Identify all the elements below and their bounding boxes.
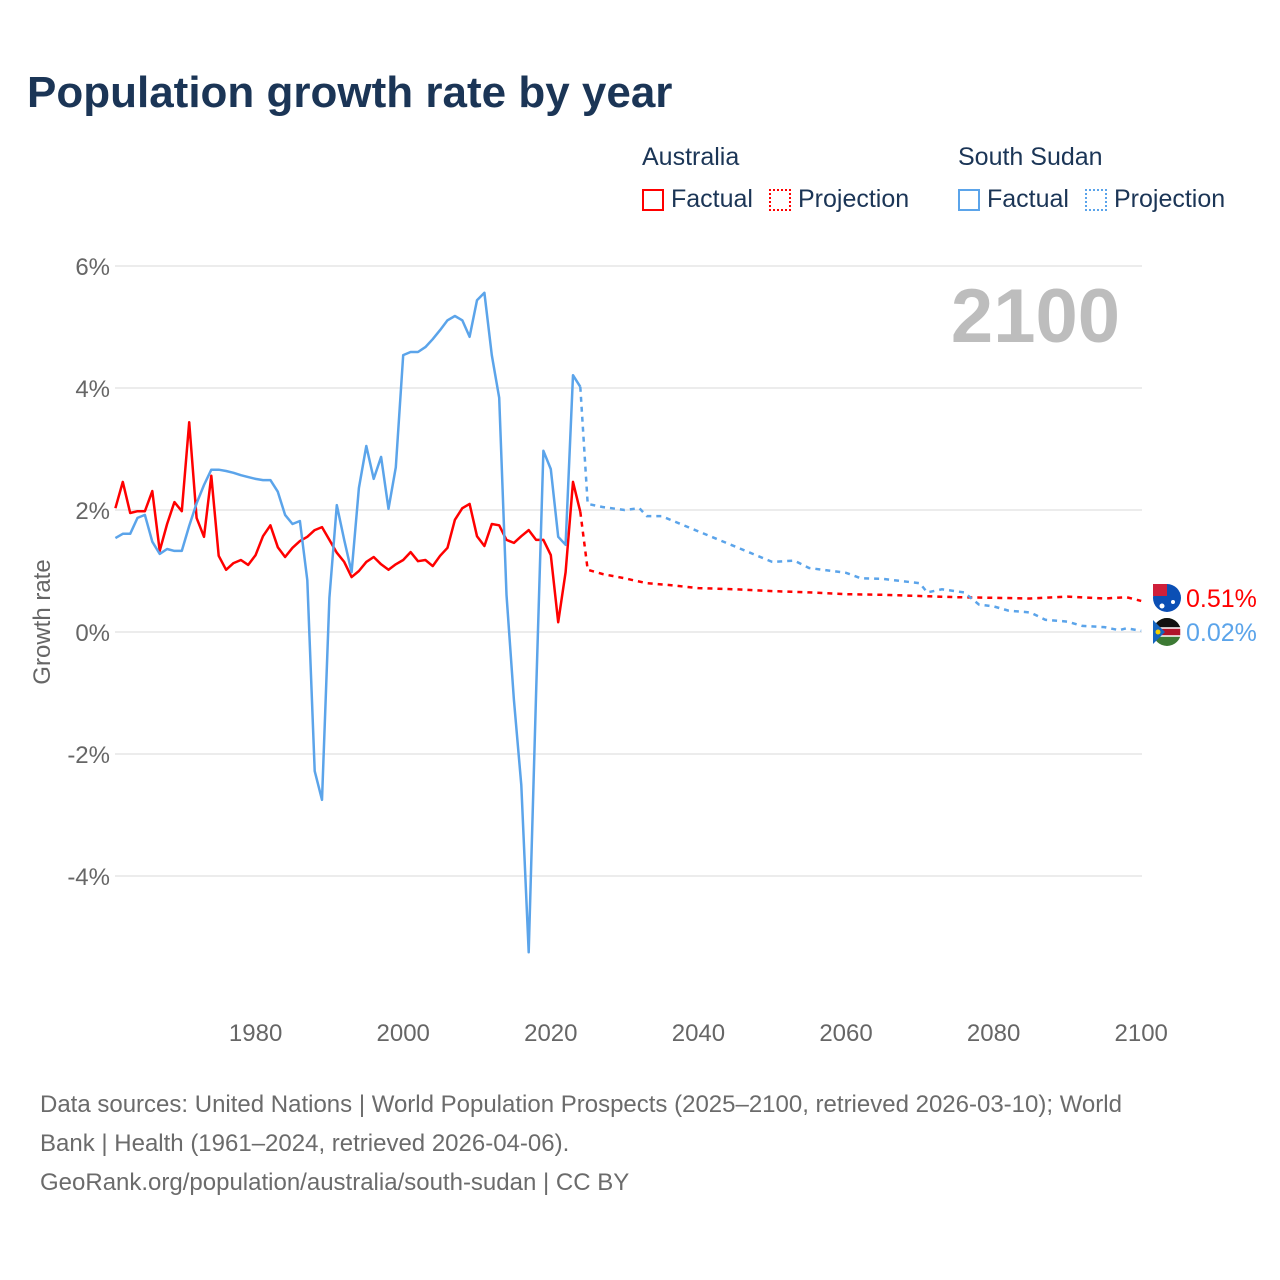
legend-label: Projection [1113,185,1226,213]
line-australia-factual [114,420,582,624]
sources-line-2: Bank | Health (1961–2024, retrieved 2026… [40,1130,570,1157]
end-value-label-south-sudan: 0.02% [1186,619,1257,647]
year-label: 2100 [951,274,1120,359]
footer-sources: Data sources: United Nations | World Pop… [40,1085,1240,1202]
flag-star-icon [1155,629,1161,635]
legend-australia: Factual Projection [642,185,925,214]
x-tick-label: 1980 [229,1020,282,1047]
x-tick-label: 2100 [1115,1020,1168,1047]
y-axis-label: Growth rate [29,559,56,684]
y-tick-label: -2% [67,742,110,769]
chart-title: Population growth rate by year [27,68,673,117]
y-tick-label: -4% [67,864,110,891]
y-tick-label: 6% [75,254,110,281]
legend-label: Factual [671,185,753,213]
legend-group-south-sudan: South Sudan [958,143,1103,171]
legend-swatch-dotted [1084,188,1107,211]
flag-star-icon [1171,600,1175,604]
legend-item-australia-factual[interactable]: Factual [642,185,753,214]
legend-swatch-solid [642,188,664,211]
flag-star-icon [1159,603,1165,609]
legend-item-south-sudan-factual[interactable]: Factual [958,185,1069,214]
line-south-sudan-factual [114,291,582,954]
legend-swatch-dotted [768,188,791,211]
line-australia-projection [579,511,1142,603]
legend-item-australia-projection[interactable]: Projection [768,185,910,214]
y-tick-label: 2% [75,498,110,525]
x-tick-label: 2020 [524,1020,577,1047]
legend-south-sudan: Factual Projection [958,185,1241,214]
legend-label: Factual [987,185,1069,213]
sources-line-1: Data sources: United Nations | World Pop… [40,1091,1122,1118]
attribution[interactable]: GeoRank.org/population/australia/south-s… [40,1169,630,1196]
x-tick-label: 2080 [967,1020,1020,1047]
legend-item-south-sudan-projection[interactable]: Projection [1084,185,1226,214]
x-tick-label: 2000 [377,1020,430,1047]
y-tick-label: 4% [75,376,110,403]
y-tick-label: 0% [75,620,110,647]
end-value-label-australia: 0.51% [1186,585,1257,613]
x-tick-label: 2060 [819,1020,872,1047]
legend-group-australia: Australia [642,143,740,171]
x-tick-label: 2040 [672,1020,725,1047]
flag-union-jack-icon [1153,584,1167,596]
legend-label: Projection [797,185,910,213]
legend-swatch-solid [958,188,980,211]
